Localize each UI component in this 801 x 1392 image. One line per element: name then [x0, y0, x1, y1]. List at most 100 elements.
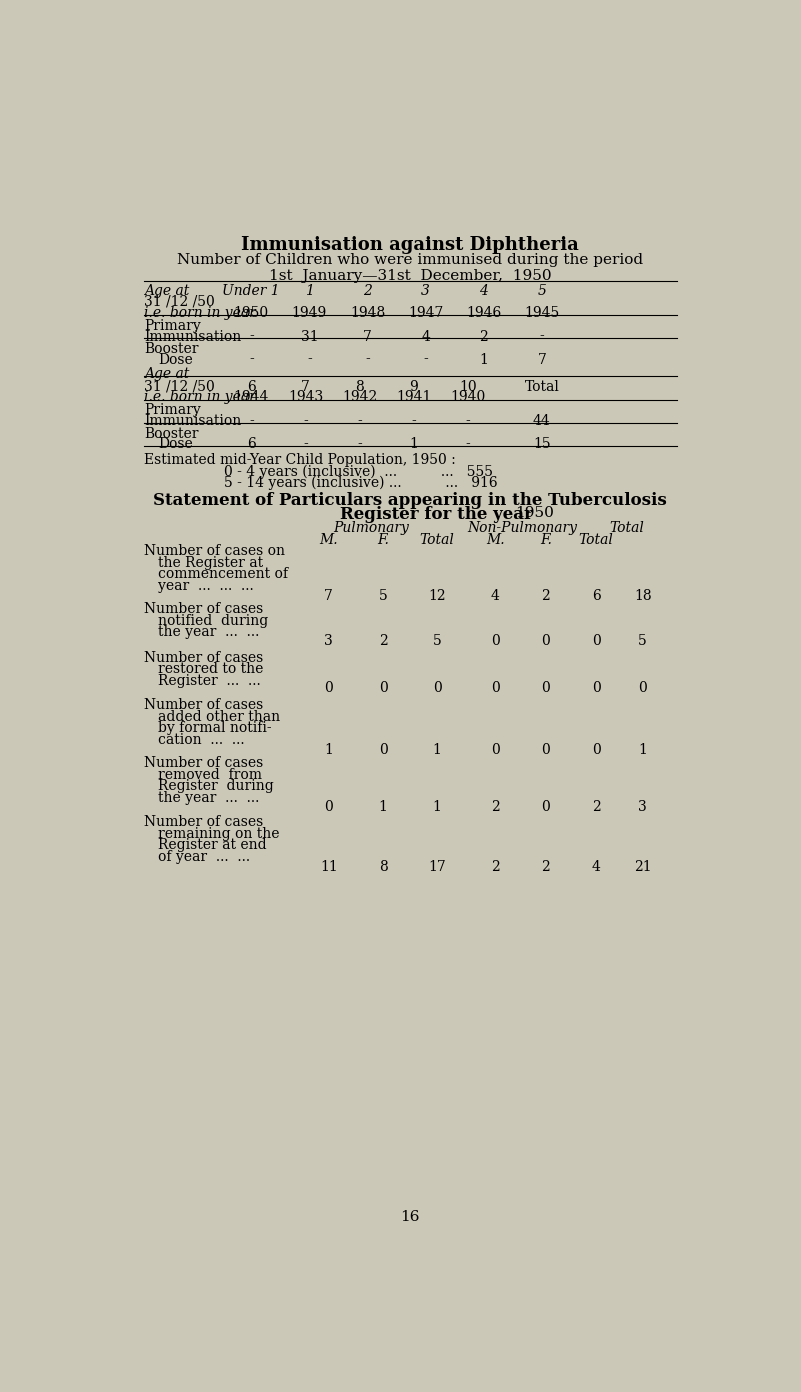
Text: Register  ...  ...: Register ... ... [159, 674, 261, 688]
Text: 18: 18 [634, 589, 651, 603]
Text: 0: 0 [541, 635, 550, 649]
Text: M.: M. [320, 533, 338, 547]
Text: 1: 1 [305, 284, 314, 298]
Text: removed  from: removed from [159, 767, 262, 782]
Text: the year  ...  ...: the year ... ... [159, 791, 260, 805]
Text: 2: 2 [541, 589, 550, 603]
Text: Booster: Booster [144, 426, 199, 440]
Text: 1944: 1944 [234, 390, 269, 404]
Text: 0: 0 [592, 682, 601, 696]
Text: 0: 0 [592, 743, 601, 757]
Text: 4: 4 [592, 860, 601, 874]
Text: 0: 0 [379, 743, 388, 757]
Text: Register  during: Register during [159, 780, 274, 793]
Text: 7: 7 [324, 589, 333, 603]
Text: 5 - 14 years (inclusive) ...          ...   916: 5 - 14 years (inclusive) ... ... 916 [224, 476, 497, 490]
Text: Dose: Dose [159, 437, 193, 451]
Text: Number of cases: Number of cases [144, 756, 264, 770]
Text: -: - [357, 437, 362, 451]
Text: Register for the year: Register for the year [340, 505, 533, 523]
Text: the Register at: the Register at [159, 555, 264, 569]
Text: F.: F. [540, 533, 552, 547]
Text: 1947: 1947 [408, 306, 443, 320]
Text: 0: 0 [541, 800, 550, 814]
Text: -: - [423, 352, 428, 366]
Text: 2: 2 [379, 635, 388, 649]
Text: of year  ...  ...: of year ... ... [159, 851, 251, 864]
Text: -: - [357, 415, 362, 429]
Text: 1949: 1949 [292, 306, 327, 320]
Text: 9: 9 [409, 380, 418, 394]
Text: 16: 16 [400, 1211, 420, 1225]
Text: 3: 3 [638, 800, 647, 814]
Text: commencement of: commencement of [159, 568, 288, 582]
Text: 6: 6 [247, 437, 256, 451]
Text: 0: 0 [491, 743, 500, 757]
Text: 10: 10 [460, 380, 477, 394]
Text: -: - [365, 352, 370, 366]
Text: 0: 0 [541, 682, 550, 696]
Text: 0: 0 [379, 682, 388, 696]
Text: -: - [540, 330, 544, 344]
Text: -: - [249, 352, 254, 366]
Text: 6: 6 [592, 589, 601, 603]
Text: Estimated mid-Year Child Population, 1950 :: Estimated mid-Year Child Population, 195… [144, 454, 456, 468]
Text: Age at: Age at [144, 367, 190, 381]
Text: Immunisation: Immunisation [144, 415, 242, 429]
Text: Immunisation: Immunisation [144, 330, 242, 344]
Text: 4: 4 [421, 330, 430, 344]
Text: 5: 5 [638, 635, 647, 649]
Text: 31: 31 [300, 330, 318, 344]
Text: Dose: Dose [159, 352, 193, 366]
Text: 1946: 1946 [466, 306, 501, 320]
Text: Total: Total [610, 521, 645, 536]
Text: 1950: 1950 [516, 505, 554, 519]
Text: 44: 44 [533, 415, 551, 429]
Text: F.: F. [377, 533, 389, 547]
Text: -: - [303, 415, 308, 429]
Text: Number of cases: Number of cases [144, 650, 264, 664]
Text: Number of cases: Number of cases [144, 699, 264, 713]
Text: -: - [303, 437, 308, 451]
Text: 11: 11 [320, 860, 338, 874]
Text: 7: 7 [363, 330, 372, 344]
Text: i.e. born in year: i.e. born in year [144, 390, 256, 404]
Text: 5: 5 [433, 635, 441, 649]
Text: Number of Children who were immunised during the period: Number of Children who were immunised du… [177, 253, 643, 267]
Text: i.e. born in year: i.e. born in year [144, 306, 256, 320]
Text: 1950: 1950 [234, 306, 269, 320]
Text: 8: 8 [356, 380, 364, 394]
Text: 0: 0 [433, 682, 441, 696]
Text: 1: 1 [324, 743, 333, 757]
Text: Total: Total [578, 533, 614, 547]
Text: Total: Total [420, 533, 455, 547]
Text: 6: 6 [247, 380, 256, 394]
Text: 2: 2 [491, 860, 500, 874]
Text: Age at: Age at [144, 284, 190, 298]
Text: the year  ...  ...: the year ... ... [159, 625, 260, 639]
Text: Pulmonary: Pulmonary [333, 521, 409, 536]
Text: 4: 4 [479, 284, 488, 298]
Text: Non-Pulmonary: Non-Pulmonary [468, 521, 578, 536]
Text: 1942: 1942 [342, 390, 377, 404]
Text: 8: 8 [379, 860, 388, 874]
Text: 0: 0 [592, 635, 601, 649]
Text: Immunisation against Diphtheria: Immunisation against Diphtheria [241, 237, 579, 255]
Text: 3: 3 [324, 635, 333, 649]
Text: 2: 2 [363, 284, 372, 298]
Text: 0: 0 [541, 743, 550, 757]
Text: 5: 5 [537, 284, 546, 298]
Text: Number of cases: Number of cases [144, 603, 264, 617]
Text: -: - [249, 415, 254, 429]
Text: by formal notifi-: by formal notifi- [159, 721, 272, 735]
Text: Number of cases: Number of cases [144, 816, 264, 830]
Text: 1: 1 [433, 743, 441, 757]
Text: -: - [249, 330, 254, 344]
Text: Primary: Primary [144, 404, 201, 418]
Text: 1948: 1948 [350, 306, 385, 320]
Text: notified  during: notified during [159, 614, 268, 628]
Text: 7: 7 [537, 352, 546, 366]
Text: -: - [307, 352, 312, 366]
Text: 1945: 1945 [524, 306, 560, 320]
Text: 4: 4 [491, 589, 500, 603]
